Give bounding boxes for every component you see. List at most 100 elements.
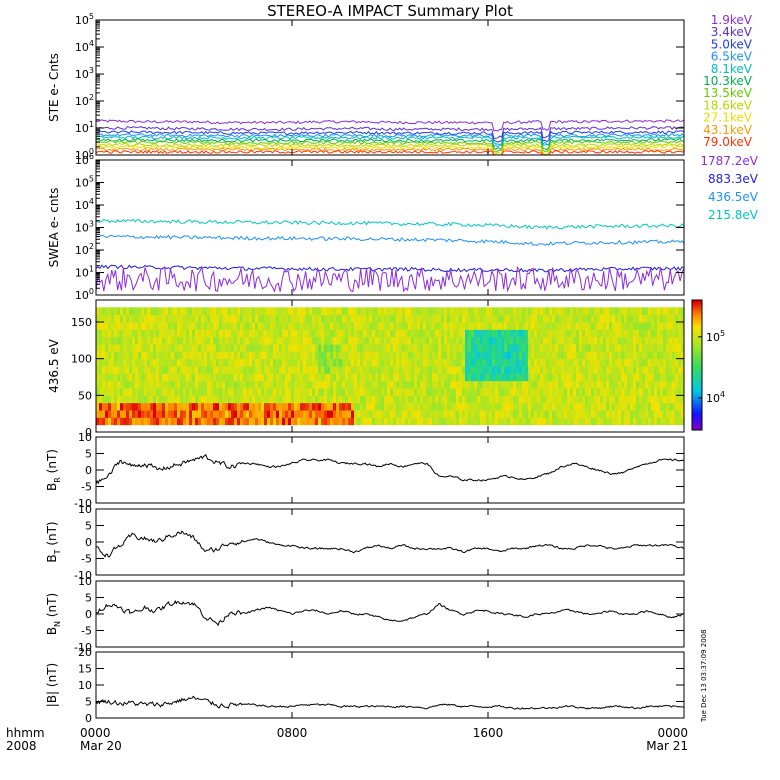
- pad-cell: [663, 358, 667, 367]
- pad-cell: [360, 410, 364, 418]
- pad-cell: [672, 344, 676, 352]
- pad-cell: [402, 366, 406, 374]
- pad-cell: [564, 336, 568, 345]
- pad-cell: [357, 329, 361, 338]
- pad-cell: [237, 402, 241, 411]
- pad-cell: [612, 329, 616, 338]
- pad-cell: [282, 344, 286, 352]
- pad-cell: [471, 395, 475, 404]
- pad-cell: [300, 351, 304, 360]
- pad-cell: [663, 351, 667, 360]
- pad-cell: [282, 336, 286, 345]
- pad-cell: [465, 395, 469, 404]
- pad-cell: [222, 344, 226, 352]
- pad-cell: [399, 344, 403, 352]
- pad-cell: [621, 358, 625, 367]
- pad-cell: [129, 344, 133, 352]
- pad-cell: [447, 410, 451, 418]
- pad-cell: [186, 329, 190, 338]
- pad-cell: [381, 307, 385, 316]
- pad-cell: [186, 388, 190, 396]
- pad-cell: [516, 388, 520, 396]
- pad-cell: [240, 388, 244, 396]
- pad-cell: [189, 410, 193, 418]
- pad-cell: [111, 351, 115, 360]
- pad-cell: [330, 373, 334, 382]
- pad-cell: [285, 388, 289, 396]
- pad-cell: [186, 380, 190, 389]
- pad-cell: [669, 402, 673, 411]
- pad-cell: [561, 329, 565, 338]
- pad-cell: [522, 344, 526, 352]
- pad-cell: [618, 307, 622, 316]
- pad-cell: [591, 402, 595, 411]
- pad-cell: [132, 373, 136, 382]
- pad-cell: [225, 380, 229, 389]
- pad-cell: [99, 351, 103, 360]
- pad-cell: [678, 402, 682, 411]
- pad-cell: [558, 351, 562, 360]
- pad-cell: [261, 388, 265, 396]
- pad-cell: [189, 366, 193, 374]
- pad-cell: [678, 373, 682, 382]
- swea-ytick-label-5: 105: [75, 175, 94, 190]
- pad-cell: [195, 336, 199, 345]
- pad-cell: [585, 307, 589, 316]
- pad-cell: [315, 410, 319, 418]
- pad-cell: [354, 358, 358, 367]
- pad-cell: [150, 358, 154, 367]
- pad-cell: [663, 402, 667, 411]
- pad-cell: [213, 307, 217, 316]
- pad-cell: [375, 329, 379, 338]
- pad-cell: [576, 358, 580, 367]
- pad-cell: [615, 329, 619, 338]
- swea-series-883.3eV: [96, 264, 684, 273]
- pad-cell: [234, 373, 238, 382]
- pad-cell: [609, 307, 613, 316]
- pad-cell: [417, 417, 421, 426]
- colorbar-cell: [692, 367, 702, 370]
- pad-cell: [153, 329, 157, 338]
- pad-cell: [501, 373, 505, 382]
- pad-cell: [486, 395, 490, 404]
- pad-cell: [171, 410, 175, 418]
- pad-cell: [453, 366, 457, 374]
- pad-cell: [303, 402, 307, 411]
- pad-cell: [366, 344, 370, 352]
- pad-cell: [597, 395, 601, 404]
- pad-cell: [288, 358, 292, 367]
- pad-cell: [456, 402, 460, 411]
- ste-series-5.0keV: [96, 130, 684, 143]
- pad-cell: [516, 307, 520, 316]
- pad-cell: [234, 351, 238, 360]
- pad-cell: [660, 336, 664, 345]
- pad-cell: [483, 329, 487, 338]
- pad-cell: [627, 410, 631, 418]
- pad-cell: [669, 417, 673, 426]
- pad-cell: [402, 329, 406, 338]
- pad-cell: [579, 402, 583, 411]
- pad-cell: [222, 366, 226, 374]
- pad-cell: [492, 314, 496, 323]
- ste-legend-8.1keV: 8.1keV: [711, 62, 753, 76]
- pad-cell: [495, 402, 499, 411]
- pad-cell: [540, 358, 544, 367]
- pad-cell: [141, 329, 145, 338]
- pad-cell: [165, 351, 169, 360]
- pad-cell: [363, 366, 367, 374]
- pad-cell: [624, 417, 628, 426]
- pad-cell: [561, 307, 565, 316]
- pad-cell: [636, 417, 640, 426]
- pad-cell: [552, 314, 556, 323]
- pad-cell: [675, 336, 679, 345]
- pad-cell: [420, 344, 424, 352]
- pad-cell: [354, 366, 358, 374]
- colorbar-cell: [692, 406, 702, 409]
- pad-cell: [321, 322, 325, 330]
- pad-cell: [651, 380, 655, 389]
- pad-cell: [672, 351, 676, 360]
- pad-cell: [123, 388, 127, 396]
- pad-cell: [558, 322, 562, 330]
- pad-cell: [342, 410, 346, 418]
